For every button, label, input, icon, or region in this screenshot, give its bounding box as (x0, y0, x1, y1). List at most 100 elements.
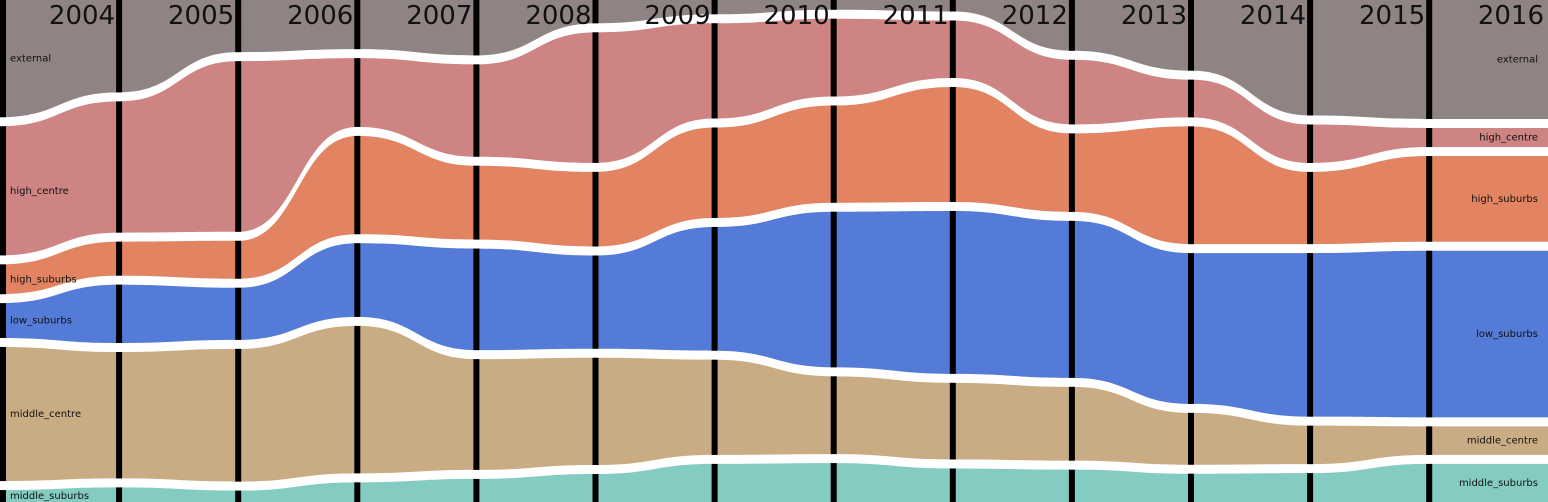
flow (0, 241, 120, 295)
node (830, 463, 837, 502)
flow (1310, 124, 1430, 163)
node (1307, 473, 1314, 502)
node (235, 61, 242, 232)
flow (1191, 412, 1311, 465)
node (1307, 0, 1314, 116)
flow (238, 325, 358, 482)
year-label: 2004 (49, 1, 115, 31)
node (1188, 79, 1194, 118)
flow (1071, 126, 1191, 245)
node (0, 490, 6, 502)
flow (0, 284, 120, 344)
flow (833, 18, 953, 97)
flow (595, 357, 715, 466)
node (1188, 473, 1194, 502)
node (0, 264, 6, 295)
flow (714, 463, 834, 502)
flow (0, 0, 120, 118)
node (592, 32, 599, 163)
flow (1191, 0, 1311, 116)
flow (1071, 469, 1191, 502)
flow (357, 478, 477, 502)
series-label: external (10, 54, 51, 65)
node (1307, 124, 1314, 163)
flow (714, 0, 834, 15)
year-label: 2009 (644, 1, 710, 31)
node (1068, 220, 1075, 378)
series-label: middle_centre (10, 409, 81, 420)
node (711, 0, 718, 15)
flow (714, 105, 834, 218)
flow (1191, 126, 1311, 245)
flow (952, 0, 1072, 51)
flow (0, 346, 120, 482)
node (235, 348, 242, 482)
flow (1310, 425, 1430, 465)
series-label: middle_centre (1467, 436, 1538, 447)
node (711, 463, 718, 502)
flow (952, 86, 1072, 212)
flow (476, 474, 596, 502)
series-label: high_suburbs (1471, 194, 1538, 205)
node (592, 357, 599, 466)
flow (238, 135, 358, 279)
node (830, 0, 837, 10)
node (1068, 469, 1075, 502)
series-label: high_suburbs (10, 274, 77, 285)
flow (595, 23, 715, 163)
flow (714, 359, 834, 455)
flow (238, 58, 358, 232)
series-label: low_suburbs (10, 316, 72, 327)
flow (476, 32, 596, 163)
node (354, 482, 361, 502)
series-label: middle_suburbs (10, 491, 89, 502)
flow (357, 243, 477, 351)
node (235, 490, 242, 502)
flow (357, 0, 477, 56)
node (1188, 126, 1194, 245)
flow (119, 487, 239, 502)
year-label: 2012 (1002, 1, 1068, 31)
node (711, 359, 718, 455)
series-label: external (1497, 55, 1538, 66)
node (949, 382, 956, 460)
node (0, 346, 6, 482)
node (1307, 425, 1314, 465)
flow (0, 487, 120, 502)
node (949, 468, 956, 502)
series-label: low_suburbs (1476, 329, 1538, 340)
flow (357, 325, 477, 474)
node (711, 127, 718, 218)
node (354, 243, 361, 317)
flow (1310, 156, 1430, 245)
node (473, 248, 480, 351)
node (235, 240, 242, 279)
node (473, 478, 480, 502)
flow (714, 18, 834, 119)
node (0, 303, 6, 338)
node (354, 58, 361, 127)
flow (476, 248, 596, 351)
node (1068, 386, 1075, 461)
flow (833, 0, 953, 12)
node (949, 0, 956, 12)
node (1426, 463, 1433, 502)
node (354, 325, 361, 474)
node (949, 20, 956, 78)
node (592, 474, 599, 502)
flow-end (1429, 128, 1548, 148)
flow (119, 348, 239, 482)
node (711, 226, 718, 351)
node (949, 210, 956, 374)
node (473, 165, 480, 240)
node (1307, 253, 1314, 417)
node (830, 376, 837, 455)
flow (1191, 473, 1311, 502)
node (830, 211, 837, 368)
node (235, 0, 242, 53)
flow-end (1429, 156, 1548, 242)
year-label: 2016 (1478, 1, 1544, 31)
flow (1310, 250, 1430, 418)
flow (1071, 59, 1191, 125)
node (473, 0, 480, 56)
